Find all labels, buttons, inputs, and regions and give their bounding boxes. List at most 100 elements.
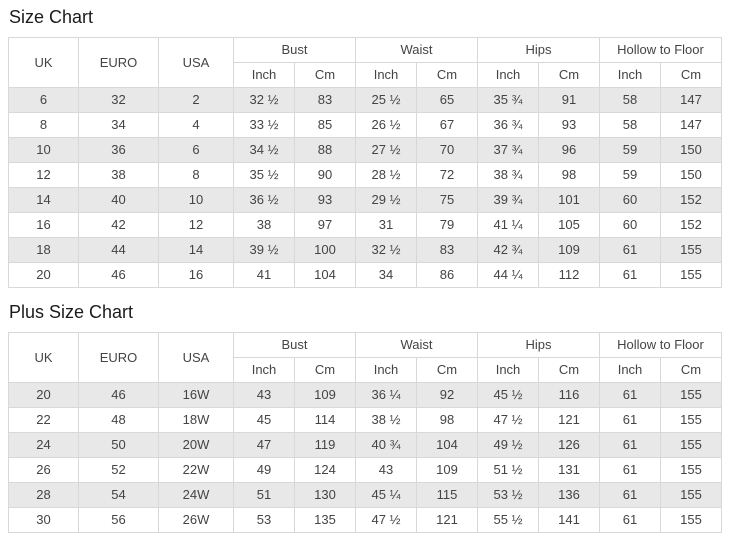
table-cell: 91: [538, 87, 600, 113]
table-cell: 34: [78, 112, 159, 138]
table-cell: 43: [233, 382, 295, 408]
table-cell: 8: [158, 162, 234, 188]
table-cell: 155: [660, 457, 722, 483]
table-cell: 119: [294, 432, 356, 458]
column-group-header-hips: Hips: [477, 37, 600, 63]
table-cell: 30: [8, 507, 79, 533]
table-cell: 79: [416, 212, 478, 238]
column-subheader-hollow-to-floor-inch: Inch: [599, 62, 661, 88]
table-cell: 43: [355, 457, 417, 483]
table-cell: 121: [538, 407, 600, 433]
table-cell: 97: [294, 212, 356, 238]
table-cell: 109: [294, 382, 356, 408]
column-group-header-hips: Hips: [477, 332, 600, 358]
table-cell: 109: [538, 237, 600, 263]
table-cell: 24W: [158, 482, 234, 508]
table-cell: 114: [294, 407, 356, 433]
column-header-uk: UK: [8, 37, 79, 88]
table-cell: 25 ½: [355, 87, 417, 113]
table-cell: 18W: [158, 407, 234, 433]
table-cell: 42 ¾: [477, 237, 539, 263]
table-cell: 124: [294, 457, 356, 483]
table-cell: 14: [158, 237, 234, 263]
table-cell: 47: [233, 432, 295, 458]
table-cell: 83: [416, 237, 478, 263]
table-cell: 22: [8, 407, 79, 433]
table-cell: 70: [416, 137, 478, 163]
table-cell: 31: [355, 212, 417, 238]
table-cell: 105: [538, 212, 600, 238]
table-cell: 86: [416, 262, 478, 288]
table-cell: 26 ½: [355, 112, 417, 138]
table-cell: 33 ½: [233, 112, 295, 138]
table-cell: 155: [660, 482, 722, 508]
table-cell: 61: [599, 262, 661, 288]
column-subheader-hips-cm: Cm: [538, 357, 600, 383]
table-row: 30 56 26W 53 135 47 ½ 121 55 ½ 141 61 155: [8, 507, 722, 533]
table-cell: 28: [8, 482, 79, 508]
table-cell: 155: [660, 262, 722, 288]
column-group-header-hollow-to-floor: Hollow to Floor: [599, 37, 722, 63]
table-cell: 16W: [158, 382, 234, 408]
table-cell: 32 ½: [355, 237, 417, 263]
table-row: 14 40 10 36 ½ 93 29 ½ 75 39 ¾ 101 60 152: [8, 187, 722, 213]
column-header-euro: EURO: [78, 37, 159, 88]
table-cell: 51: [233, 482, 295, 508]
table-cell: 136: [538, 482, 600, 508]
table-cell: 58: [599, 112, 661, 138]
table-cell: 96: [538, 137, 600, 163]
table-cell: 14: [8, 187, 79, 213]
table-row: 10 36 6 34 ½ 88 27 ½ 70 37 ¾ 96 59 150: [8, 137, 722, 163]
column-group-header-bust: Bust: [233, 37, 356, 63]
table-cell: 98: [538, 162, 600, 188]
table-cell: 38: [233, 212, 295, 238]
header-row: UK EURO USA Bust Waist Hips Hollow to Floor: [8, 37, 722, 88]
table-body: 6 32 2 32 ½ 83 25 ½ 65 35 ¾ 91 58 147 8 34 4 33 ½ 85 26 …: [8, 87, 722, 288]
table-cell: 6: [8, 87, 79, 113]
table-cell: 32 ½: [233, 87, 295, 113]
column-header-uk: UK: [8, 332, 79, 383]
table-cell: 141: [538, 507, 600, 533]
column-subheader-bust-inch: Inch: [233, 62, 295, 88]
table-cell: 60: [599, 187, 661, 213]
table-cell: 147: [660, 112, 722, 138]
table-cell: 61: [599, 457, 661, 483]
table-row: 8 34 4 33 ½ 85 26 ½ 67 36 ¾ 93 58 147: [8, 112, 722, 138]
column-subheader-bust-cm: Cm: [294, 357, 356, 383]
table-cell: 26: [8, 457, 79, 483]
size-chart-table: UK EURO USA Bust Waist Hips Hollow to Floor Inc…: [8, 37, 722, 288]
table-cell: 59: [599, 137, 661, 163]
table-cell: 49: [233, 457, 295, 483]
table-cell: 38 ½: [355, 407, 417, 433]
table-cell: 47 ½: [355, 507, 417, 533]
table-cell: 61: [599, 382, 661, 408]
table-cell: 45 ½: [477, 382, 539, 408]
table-cell: 75: [416, 187, 478, 213]
table-cell: 44: [78, 237, 159, 263]
table-cell: 8: [8, 112, 79, 138]
table-row: 28 54 24W 51 130 45 ¼ 115 53 ½ 136 61 155: [8, 482, 722, 508]
column-subheader-waist-cm: Cm: [416, 62, 478, 88]
table-cell: 10: [8, 137, 79, 163]
table-cell: 39 ¾: [477, 187, 539, 213]
table-cell: 92: [416, 382, 478, 408]
table-cell: 90: [294, 162, 356, 188]
table-cell: 44 ¼: [477, 262, 539, 288]
table-cell: 4: [158, 112, 234, 138]
table-cell: 112: [538, 262, 600, 288]
table-cell: 39 ½: [233, 237, 295, 263]
table-cell: 67: [416, 112, 478, 138]
table-cell: 150: [660, 137, 722, 163]
column-subheader-bust-inch: Inch: [233, 357, 295, 383]
table-cell: 56: [78, 507, 159, 533]
table-cell: 155: [660, 507, 722, 533]
table-cell: 46: [78, 382, 159, 408]
column-group-header-bust: Bust: [233, 332, 356, 358]
table-cell: 35 ¾: [477, 87, 539, 113]
table-cell: 59: [599, 162, 661, 188]
plus-size-chart-table: UK EURO USA Bust Waist Hips Hollow to Floor Inc…: [8, 332, 722, 533]
table-cell: 101: [538, 187, 600, 213]
table-row: 18 44 14 39 ½ 100 32 ½ 83 42 ¾ 109 61 155: [8, 237, 722, 263]
table-cell: 152: [660, 187, 722, 213]
column-subheader-hollow-to-floor-inch: Inch: [599, 357, 661, 383]
